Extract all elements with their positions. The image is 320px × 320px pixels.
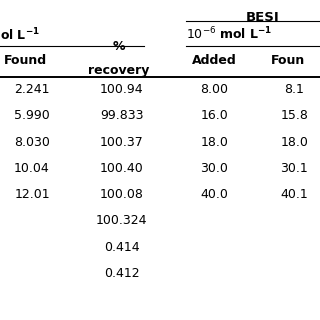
Text: %: % [112, 40, 125, 53]
Text: recovery: recovery [88, 64, 149, 77]
Text: 12.01: 12.01 [14, 188, 50, 201]
Text: 0.414: 0.414 [104, 241, 140, 253]
Text: Found: Found [4, 54, 47, 67]
Text: 100.94: 100.94 [100, 83, 143, 96]
Text: 18.0: 18.0 [200, 136, 228, 148]
Text: 18.0: 18.0 [280, 136, 308, 148]
Text: 40.1: 40.1 [281, 188, 308, 201]
Text: Foun: Foun [271, 54, 305, 67]
Text: Added: Added [192, 54, 237, 67]
Text: 30.1: 30.1 [281, 162, 308, 175]
Text: 15.8: 15.8 [280, 109, 308, 122]
Text: 40.0: 40.0 [200, 188, 228, 201]
Text: 100.40: 100.40 [100, 162, 143, 175]
Text: 8.00: 8.00 [200, 83, 228, 96]
Text: 5.990: 5.990 [14, 109, 50, 122]
Text: BESI: BESI [245, 11, 279, 24]
Text: $10^{-6}\ \mathregular{mol\ L^{-1}}$: $10^{-6}\ \mathregular{mol\ L^{-1}}$ [186, 25, 272, 42]
Text: 99.833: 99.833 [100, 109, 143, 122]
Text: 2.241: 2.241 [14, 83, 50, 96]
Text: 8.1: 8.1 [284, 83, 304, 96]
Text: 100.37: 100.37 [100, 136, 143, 148]
Text: 10.04: 10.04 [14, 162, 50, 175]
Text: 100.08: 100.08 [100, 188, 144, 201]
Text: 8.030: 8.030 [14, 136, 50, 148]
Text: 100.324: 100.324 [96, 214, 147, 227]
Text: 16.0: 16.0 [201, 109, 228, 122]
Text: $\mathregular{mol\ L^{-1}}$: $\mathregular{mol\ L^{-1}}$ [0, 27, 40, 44]
Text: 30.0: 30.0 [200, 162, 228, 175]
Text: 0.412: 0.412 [104, 267, 140, 280]
